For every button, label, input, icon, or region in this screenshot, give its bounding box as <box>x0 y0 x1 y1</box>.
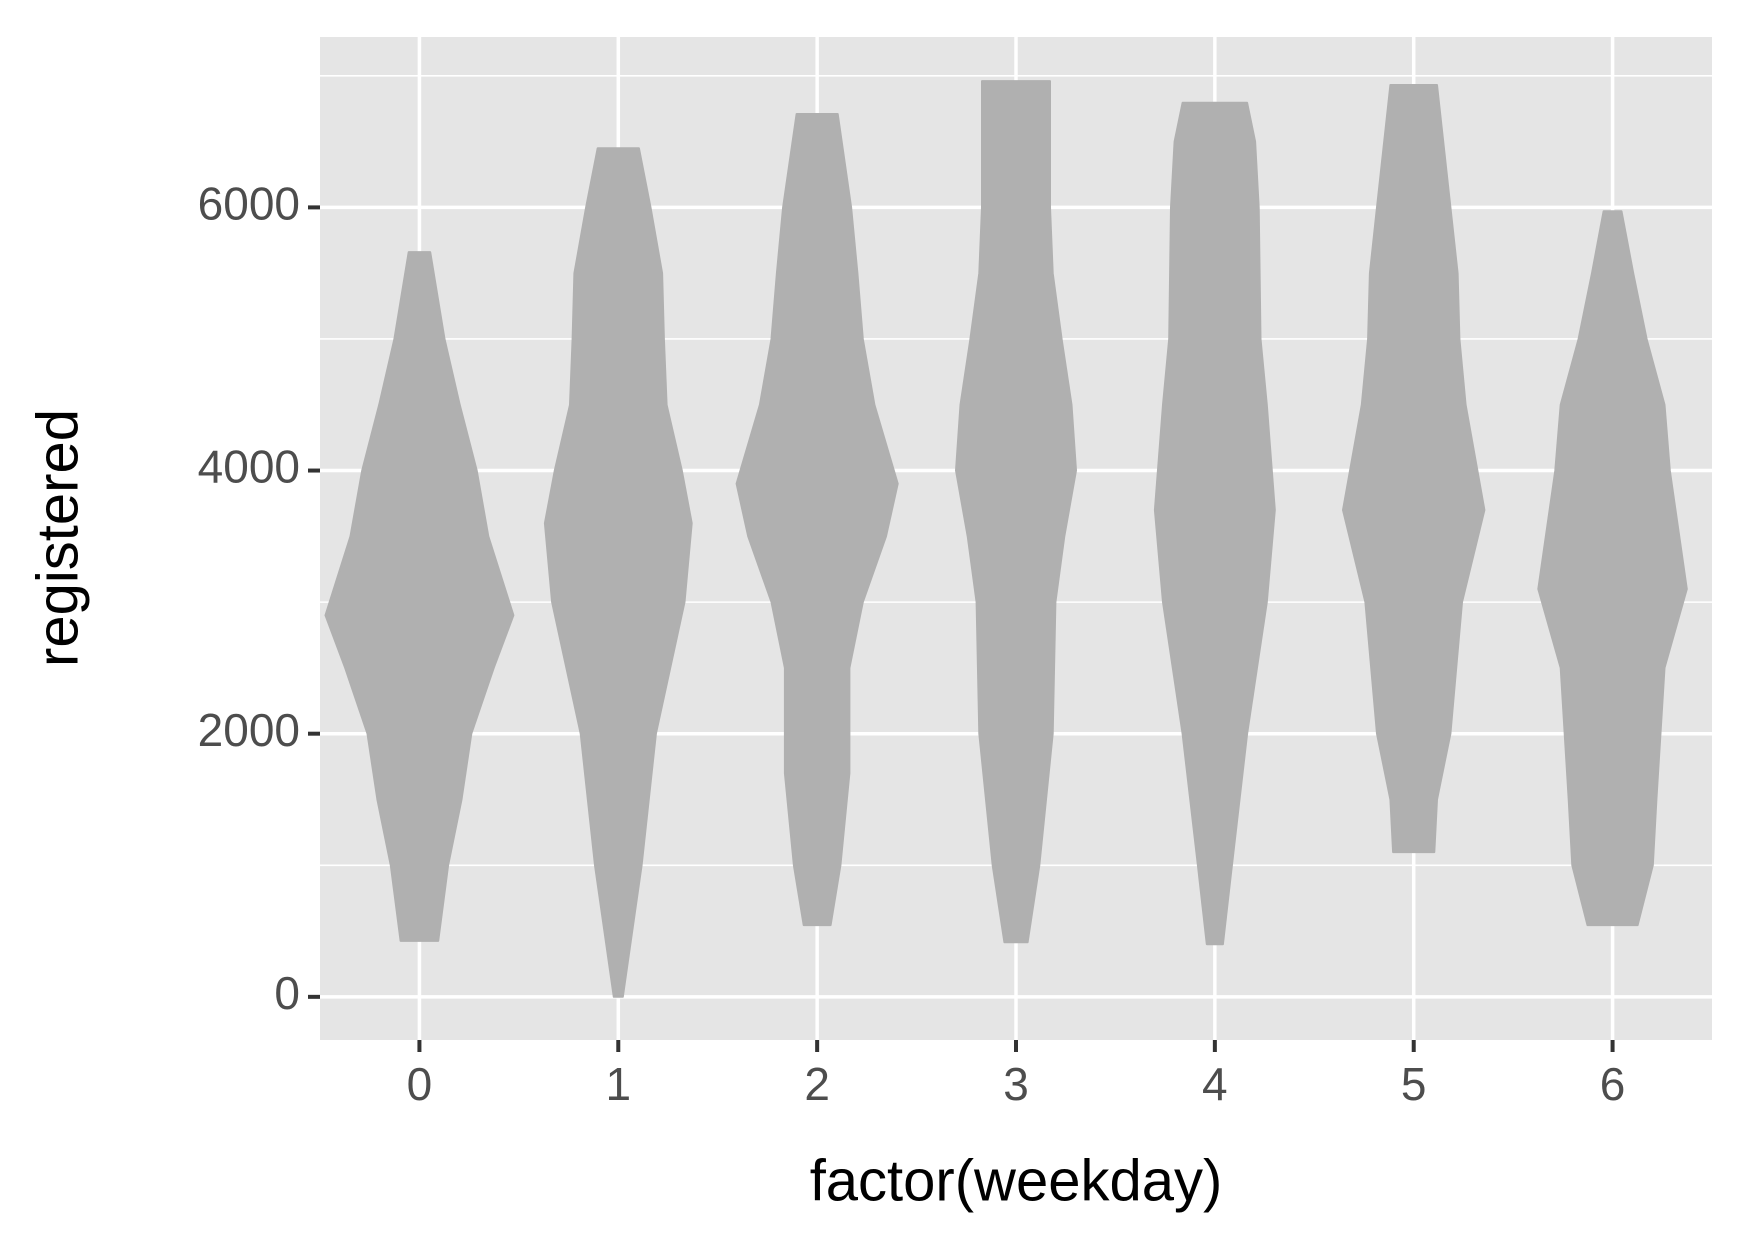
violin <box>1153 101 1276 946</box>
violin <box>1342 84 1486 854</box>
y-tick-label: 4000 <box>198 441 300 493</box>
violin <box>1537 210 1688 927</box>
violin <box>735 113 899 927</box>
x-tick-label: 2 <box>804 1058 830 1110</box>
violin <box>324 251 515 942</box>
violin <box>955 80 1077 944</box>
y-tick-label: 0 <box>274 967 300 1019</box>
y-tick-label: 6000 <box>198 178 300 230</box>
violin <box>543 147 693 998</box>
x-tick-label: 6 <box>1600 1058 1626 1110</box>
x-axis-title: factor(weekday) <box>810 1148 1223 1213</box>
x-tick-label: 5 <box>1401 1058 1427 1110</box>
y-axis-title: registered <box>25 409 90 667</box>
x-tick-label: 4 <box>1202 1058 1228 1110</box>
x-tick-label: 1 <box>605 1058 631 1110</box>
y-tick-label: 2000 <box>198 704 300 756</box>
x-tick-label: 0 <box>407 1058 433 1110</box>
x-tick-label: 3 <box>1003 1058 1029 1110</box>
